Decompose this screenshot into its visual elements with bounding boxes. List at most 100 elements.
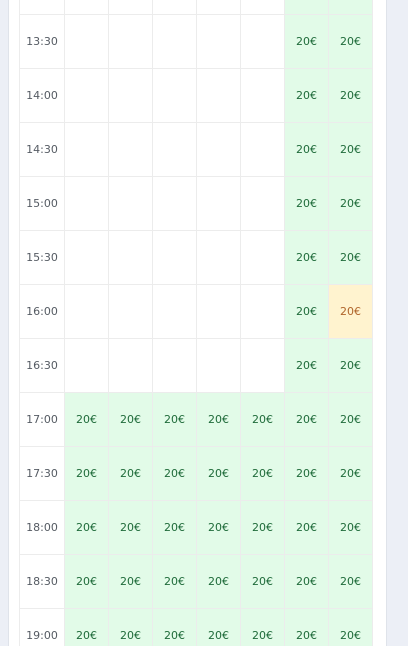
empty-slot-cell	[64, 122, 109, 177]
empty-slot-cell	[108, 284, 153, 339]
available-slot-cell[interactable]: 20€	[284, 230, 329, 285]
empty-slot-cell	[152, 230, 197, 285]
empty-slot-cell	[152, 14, 197, 69]
empty-slot-cell	[196, 176, 241, 231]
time-label: 15:00	[19, 176, 65, 231]
time-label: 14:00	[19, 68, 65, 123]
available-slot-cell[interactable]: 20€	[328, 554, 373, 609]
empty-slot-cell	[240, 338, 285, 393]
empty-slot-cell	[108, 122, 153, 177]
booking-grid-body: 20€20€13:3020€20€14:0020€20€14:3020€20€1…	[19, 0, 373, 646]
time-label: 18:30	[19, 554, 65, 609]
empty-slot-cell	[196, 284, 241, 339]
available-slot-cell[interactable]: 20€	[64, 446, 109, 501]
pending-slot-cell[interactable]: 20€	[328, 284, 373, 339]
empty-slot-cell	[152, 68, 197, 123]
available-slot-cell[interactable]: 20€	[328, 176, 373, 231]
available-slot-cell[interactable]: 20€	[108, 392, 153, 447]
time-slot-row: 15:00 20€ 20€	[19, 176, 373, 231]
time-label: 19:00	[19, 608, 65, 646]
available-slot-cell[interactable]: 20€	[152, 500, 197, 555]
empty-slot-cell	[108, 230, 153, 285]
available-slot-cell[interactable]: 20€	[196, 446, 241, 501]
available-slot-cell[interactable]: 20€	[108, 554, 153, 609]
empty-slot-cell	[196, 14, 241, 69]
available-slot-cell[interactable]: 20€	[328, 0, 373, 15]
available-slot-cell[interactable]: 20€	[284, 338, 329, 393]
available-slot-cell[interactable]: 20€	[284, 554, 329, 609]
available-slot-cell[interactable]: 20€	[64, 392, 109, 447]
available-slot-cell[interactable]: 20€	[240, 446, 285, 501]
empty-slot-cell	[64, 0, 109, 15]
empty-slot-cell	[240, 176, 285, 231]
available-slot-cell[interactable]: 20€	[284, 176, 329, 231]
available-slot-cell[interactable]: 20€	[328, 608, 373, 646]
empty-slot-cell	[64, 14, 109, 69]
available-slot-cell[interactable]: 20€	[152, 608, 197, 646]
available-slot-cell[interactable]: 20€	[284, 392, 329, 447]
available-slot-cell[interactable]: 20€	[152, 554, 197, 609]
available-slot-cell[interactable]: 20€	[240, 500, 285, 555]
available-slot-cell[interactable]: 20€	[196, 608, 241, 646]
time-label: 16:00	[19, 284, 65, 339]
available-slot-cell[interactable]: 20€	[64, 554, 109, 609]
empty-slot-cell	[240, 122, 285, 177]
available-slot-cell[interactable]: 20€	[196, 554, 241, 609]
empty-slot-cell	[64, 68, 109, 123]
empty-slot-cell	[152, 176, 197, 231]
empty-slot-cell	[152, 122, 197, 177]
available-slot-cell[interactable]: 20€	[196, 500, 241, 555]
available-slot-cell[interactable]: 20€	[284, 14, 329, 69]
time-slot-row: 13:30 20€ 20€	[19, 14, 373, 69]
available-slot-cell[interactable]: 20€	[284, 446, 329, 501]
empty-slot-cell	[108, 68, 153, 123]
time-slot-row: 16:30 20€ 20€	[19, 338, 373, 393]
available-slot-cell[interactable]: 20€	[108, 446, 153, 501]
available-slot-cell[interactable]: 20€	[152, 392, 197, 447]
available-slot-cell[interactable]: 20€	[284, 284, 329, 339]
empty-slot-cell	[240, 284, 285, 339]
time-slot-row: 17:30 20€ 20€ 20€ 20€ 20€ 20€ 20€	[19, 446, 373, 501]
empty-slot-cell	[152, 338, 197, 393]
empty-slot-cell	[64, 230, 109, 285]
empty-slot-cell	[64, 284, 109, 339]
available-slot-cell[interactable]: 20€	[328, 338, 373, 393]
time-label: 15:30	[19, 230, 65, 285]
empty-slot-cell	[152, 284, 197, 339]
empty-slot-cell	[240, 14, 285, 69]
available-slot-cell[interactable]: 20€	[328, 68, 373, 123]
available-slot-cell[interactable]: 20€	[284, 0, 329, 15]
empty-slot-cell	[196, 338, 241, 393]
available-slot-cell[interactable]: 20€	[284, 68, 329, 123]
available-slot-cell[interactable]: 20€	[196, 392, 241, 447]
available-slot-cell[interactable]: 20€	[284, 122, 329, 177]
empty-slot-cell	[108, 0, 153, 15]
empty-slot-cell	[108, 176, 153, 231]
available-slot-cell[interactable]: 20€	[64, 500, 109, 555]
time-slot-row: 14:30 20€ 20€	[19, 122, 373, 177]
available-slot-cell[interactable]: 20€	[240, 554, 285, 609]
available-slot-cell[interactable]: 20€	[108, 500, 153, 555]
available-slot-cell[interactable]: 20€	[328, 500, 373, 555]
available-slot-cell[interactable]: 20€	[328, 446, 373, 501]
empty-slot-cell	[240, 68, 285, 123]
time-label: 13:30	[19, 14, 65, 69]
available-slot-cell[interactable]: 20€	[240, 392, 285, 447]
available-slot-cell[interactable]: 20€	[328, 14, 373, 69]
available-slot-cell[interactable]: 20€	[328, 392, 373, 447]
empty-slot-cell	[64, 176, 109, 231]
time-label: 17:30	[19, 446, 65, 501]
empty-slot-cell	[240, 0, 285, 15]
available-slot-cell[interactable]: 20€	[284, 608, 329, 646]
available-slot-cell[interactable]: 20€	[64, 608, 109, 646]
available-slot-cell[interactable]: 20€	[284, 500, 329, 555]
available-slot-cell[interactable]: 20€	[328, 122, 373, 177]
available-slot-cell[interactable]: 20€	[152, 446, 197, 501]
time-label: 16:30	[19, 338, 65, 393]
empty-slot-cell	[196, 122, 241, 177]
available-slot-cell[interactable]: 20€	[108, 608, 153, 646]
time-label	[19, 0, 65, 15]
available-slot-cell[interactable]: 20€	[240, 608, 285, 646]
available-slot-cell[interactable]: 20€	[328, 230, 373, 285]
time-label: 17:00	[19, 392, 65, 447]
